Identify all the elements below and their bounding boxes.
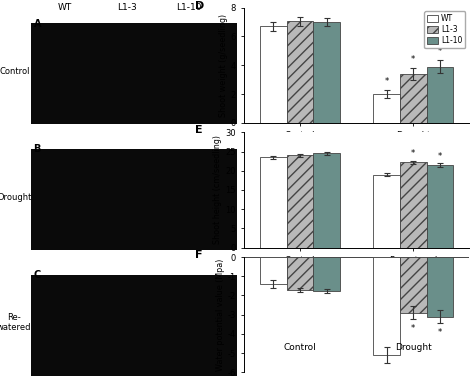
Bar xyxy=(374,94,400,123)
FancyBboxPatch shape xyxy=(31,275,237,376)
Bar xyxy=(374,257,400,355)
Text: *: * xyxy=(438,152,442,161)
Y-axis label: Shoot height (cm/seedling): Shoot height (cm/seedling) xyxy=(213,135,222,245)
Text: F: F xyxy=(195,250,202,260)
Bar xyxy=(260,157,287,248)
Bar xyxy=(313,153,340,248)
Text: *: * xyxy=(411,149,415,158)
Bar xyxy=(260,26,287,123)
Bar xyxy=(400,257,427,313)
Text: *: * xyxy=(438,328,442,337)
FancyBboxPatch shape xyxy=(31,23,237,124)
Text: Control: Control xyxy=(0,67,29,76)
Text: L1-3: L1-3 xyxy=(117,3,137,12)
Text: L1-10: L1-10 xyxy=(176,3,202,12)
Bar xyxy=(400,74,427,123)
Text: *: * xyxy=(384,77,389,86)
Bar xyxy=(374,175,400,248)
Text: *: * xyxy=(411,324,415,333)
Y-axis label: Shoot weight (g/seedling): Shoot weight (g/seedling) xyxy=(219,14,228,117)
Text: Drought: Drought xyxy=(395,342,432,352)
Bar xyxy=(400,162,427,248)
Text: C: C xyxy=(34,270,41,280)
Bar xyxy=(427,257,453,317)
Bar xyxy=(260,257,287,284)
Bar xyxy=(427,165,453,248)
Bar xyxy=(287,257,313,290)
Bar xyxy=(313,22,340,123)
Text: Control: Control xyxy=(284,342,317,352)
FancyBboxPatch shape xyxy=(31,149,237,250)
Bar xyxy=(313,257,340,291)
Y-axis label: Water potential value (Mpa): Water potential value (Mpa) xyxy=(216,259,225,371)
Text: A: A xyxy=(34,19,41,28)
Text: E: E xyxy=(195,125,202,135)
Legend: WT, L1-3, L1-10: WT, L1-3, L1-10 xyxy=(424,11,465,48)
Text: B: B xyxy=(34,144,41,154)
Text: Re-
watered: Re- watered xyxy=(0,313,32,332)
Text: *: * xyxy=(411,55,415,64)
Bar xyxy=(287,21,313,123)
Text: WT: WT xyxy=(57,3,72,12)
Text: D: D xyxy=(195,1,204,11)
Text: Drought: Drought xyxy=(0,193,32,202)
Text: *: * xyxy=(438,47,442,56)
Bar xyxy=(427,67,453,123)
Bar xyxy=(287,155,313,248)
